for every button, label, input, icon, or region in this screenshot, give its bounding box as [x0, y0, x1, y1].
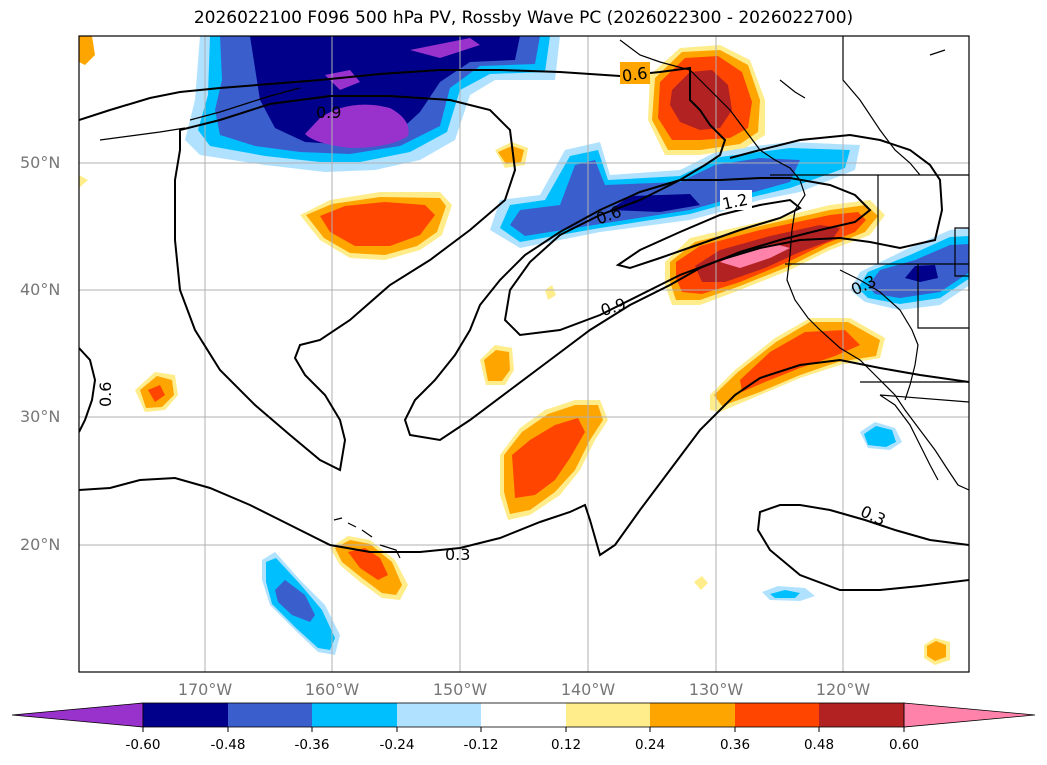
colorbar-segment	[481, 703, 566, 727]
colorbar-segment	[312, 703, 397, 727]
colorbar-tick-label: -0.36	[294, 737, 330, 753]
gridlines	[79, 36, 969, 672]
colorbar-tick-label: -0.60	[125, 737, 161, 753]
colorbar-segment	[397, 703, 481, 727]
colorbar-extend-low	[11, 702, 144, 728]
colorbar-segment	[143, 703, 228, 727]
colorbar-tick-label: -0.12	[463, 737, 499, 753]
lat-label: 40°N	[20, 280, 61, 299]
contour-0.3-low-lat	[79, 358, 969, 557]
contour-0.9-band	[403, 177, 872, 442]
colorbar-segment	[735, 703, 819, 727]
contour-label: 0.6	[621, 63, 649, 85]
colorbar-tick-label: -0.48	[210, 737, 246, 753]
colorbar-tick-label: 0.24	[634, 737, 666, 753]
contour-label: 0.6	[96, 382, 115, 407]
contour-label: 0.3	[445, 545, 470, 564]
colorbar-segment	[228, 703, 312, 727]
contour-0.6-inner	[79, 347, 97, 433]
colorbar-tick-label: 0.36	[719, 737, 751, 753]
lon-label: 120°W	[815, 680, 871, 699]
lat-label: 20°N	[20, 535, 61, 554]
map-frame	[78, 35, 970, 673]
figure-title: 2026022100 F096 500 hPa PV, Rossby Wave …	[193, 8, 854, 28]
colorbar-tick-label: 0.60	[888, 737, 920, 753]
map-area: 0.6 0.9 1.2 0.3 0.6 0.3 0.3 0.6 0.9	[79, 36, 969, 672]
contour-0.6-loop	[174, 95, 517, 472]
lon-label: 130°W	[688, 680, 744, 699]
colorbar-tick-label: 0.48	[803, 737, 835, 753]
lon-label: 140°W	[560, 680, 616, 699]
colorbar-tick-label: 0.12	[550, 737, 582, 753]
colorbar-segment	[819, 703, 904, 727]
lon-label: 160°W	[304, 680, 360, 699]
colorbar-extend-high	[903, 702, 1036, 728]
lon-label: 150°W	[432, 680, 488, 699]
lon-label: 170°W	[177, 680, 233, 699]
positive-anomaly-bc	[648, 45, 765, 155]
contour-1.2	[615, 198, 802, 270]
colorbar-tick-label: -0.24	[379, 737, 415, 753]
pc-contours	[79, 66, 969, 591]
contour-label: 1.2	[721, 190, 750, 214]
contour-0.6-outer	[79, 66, 944, 337]
contour-label: 0.9	[316, 103, 341, 122]
contour-0.3-east	[756, 504, 969, 591]
lat-label: 50°N	[20, 153, 61, 172]
colorbar-segment	[566, 703, 650, 727]
colorbar-segment	[650, 703, 735, 727]
colorbar	[11, 702, 1036, 732]
lat-label: 30°N	[20, 407, 61, 426]
